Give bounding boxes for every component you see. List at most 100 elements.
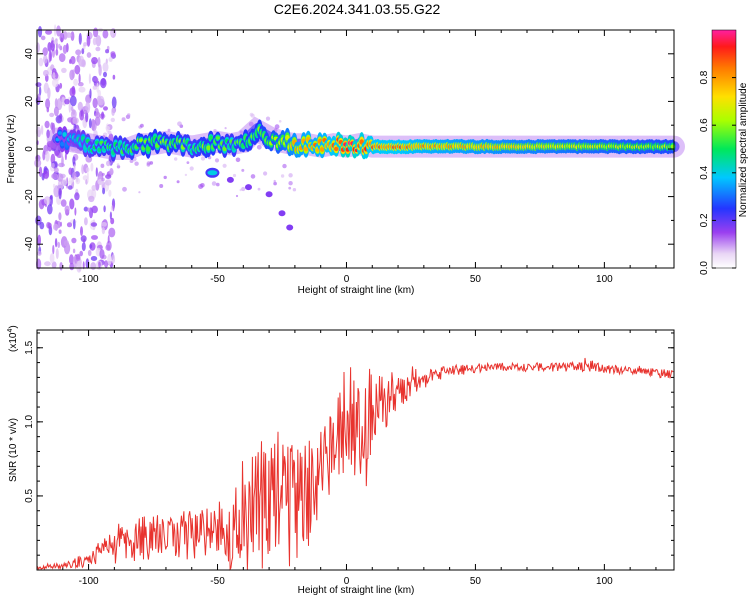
snr-y-tick-label: 1.0 xyxy=(24,414,35,428)
snr-frame xyxy=(36,329,675,571)
spectrogram-noise-cell xyxy=(51,78,59,88)
spectrogram-band-cell xyxy=(57,131,63,135)
snr-x-tick-label: 100 xyxy=(596,576,613,587)
spectrogram-noise-cell xyxy=(58,187,62,200)
spectrogram-noise-cell xyxy=(51,261,57,269)
spectrogram-noise-cell xyxy=(69,95,77,107)
spectrogram-noise-cell xyxy=(85,167,90,173)
spectrogram-noise-cell xyxy=(280,174,285,178)
spectrogram-noise-cell xyxy=(163,175,167,180)
spectrogram-noise-cell xyxy=(72,248,76,254)
spectrogram-noise-cell xyxy=(87,207,91,213)
spectrogram-noise-cell xyxy=(68,101,72,113)
snr-series-line xyxy=(36,357,674,571)
spectrogram-noise-cell xyxy=(73,123,77,131)
spectrogram-noise-cell xyxy=(248,121,254,127)
spectrogram-noise-cell xyxy=(52,244,55,255)
spectrogram-frame xyxy=(36,29,675,269)
spectrogram-noise-cell xyxy=(48,51,51,63)
spectrogram-noise-cell xyxy=(81,59,86,68)
spectrogram-noise-cell xyxy=(86,52,92,58)
spectrogram-noise-cell xyxy=(38,57,44,67)
spectrogram-noise-cell xyxy=(78,73,81,84)
spectrogram-noise-cell xyxy=(89,88,92,99)
spectrogram-noise-cell xyxy=(74,192,80,201)
spectrogram-noise-cell xyxy=(42,170,50,179)
spectrogram-noise-cell xyxy=(56,25,61,37)
spectrogram-band-cell xyxy=(285,134,290,141)
spectrogram-noise-cell xyxy=(34,158,42,168)
spectrogram-noise-cell xyxy=(235,157,241,163)
spectrogram-noise-cell xyxy=(96,82,99,93)
spectrogram-noise-cell xyxy=(87,249,92,257)
spectrogram-noise-cell xyxy=(200,156,206,161)
spectrogram-noise-cell xyxy=(122,186,127,192)
spectrogram-noise-cell xyxy=(58,212,62,221)
spectrogram-noise-cell xyxy=(47,142,53,152)
spectrogram-noise-cell xyxy=(127,113,131,117)
spectrogram-secondary-track xyxy=(245,184,252,191)
spectrogram-x-tick-label: 50 xyxy=(470,274,482,285)
spectrogram-noise-cell xyxy=(94,116,101,126)
spectrogram-noise-cell xyxy=(107,235,110,244)
spectrogram-noise-cell xyxy=(69,198,75,210)
spectrogram-noise-cell xyxy=(101,177,105,182)
spectrogram-noise-cell xyxy=(177,121,182,127)
spectrogram-noise-cell xyxy=(86,34,91,47)
spectrogram-noise-cell xyxy=(47,222,52,229)
spectrogram-noise-cell xyxy=(81,164,85,175)
spectrogram-noise-cell xyxy=(37,93,41,103)
spectrogram-x-tick-label: 100 xyxy=(596,274,613,285)
snr-y-tick-label: 1.5 xyxy=(24,340,35,354)
spectrogram-noise-cell xyxy=(72,117,79,125)
spectrogram-noise-cell xyxy=(103,71,107,78)
spectrogram-noise-cell xyxy=(222,163,227,168)
spectrogram-noise-cell xyxy=(186,161,190,165)
spectrogram-noise-cell xyxy=(159,184,164,188)
spectrogram-y-tick-label: 40 xyxy=(24,48,35,60)
spectrogram-noise-cell xyxy=(107,253,112,266)
spectrogram-noise-cell xyxy=(111,254,116,264)
colorbar-tick-label: 0.2 xyxy=(699,213,710,227)
chart-title: C2E6.2024.341.03.55.G22 xyxy=(274,1,441,17)
spectrogram-noise-cell xyxy=(198,184,204,189)
spectrogram-noise-cell xyxy=(51,122,56,135)
spectrogram-noise-cell xyxy=(216,182,220,187)
spectrogram-noise-cell xyxy=(70,56,76,65)
spectrogram-noise-cell xyxy=(64,153,67,161)
snr-x-tick-label: 0 xyxy=(344,576,350,587)
spectrogram-noise-cell xyxy=(53,40,58,45)
spectrogram-noise-cell xyxy=(43,69,49,77)
spectrogram-noise-cell xyxy=(292,188,297,192)
spectrogram-noise-cell xyxy=(40,35,46,41)
spectrogram-noise-cell xyxy=(44,261,51,267)
spectrogram-noise-cell xyxy=(57,241,61,248)
spectrogram-noise-cell xyxy=(79,250,83,257)
spectrogram-band-cell xyxy=(146,146,151,152)
spectrogram-noise-cell xyxy=(92,97,98,109)
spectrogram-noise-cell xyxy=(40,125,44,135)
spectrogram-band-cell xyxy=(334,146,339,152)
spectrogram-noise-cell xyxy=(256,144,262,150)
spectrogram-noise-cell xyxy=(176,180,180,184)
spectrogram-noise-cell xyxy=(85,101,91,114)
spectrogram-noise-cell xyxy=(263,171,268,176)
snr-y-tick-label: 0.5 xyxy=(24,489,35,503)
spectrogram-noise-cell xyxy=(112,74,116,80)
spectrogram-noise-cell xyxy=(51,162,55,169)
spectrogram-noise-cell xyxy=(103,106,108,111)
spectrogram-noise-cell xyxy=(74,207,77,216)
snr-panel: -100 -50 0 50 100 0.5 1.0 1.5 Height of straigh… xyxy=(7,325,675,596)
spectrogram-noise-cell xyxy=(111,29,114,38)
spectrogram-noise-cell xyxy=(62,178,67,187)
spectrogram-band-cell xyxy=(97,147,102,152)
spectrogram-noise-cell xyxy=(69,59,72,64)
spectrogram-band-cell xyxy=(215,136,220,140)
spectrogram-noise-cell xyxy=(73,78,78,86)
spectrogram-noise-cell xyxy=(78,32,82,45)
spectrogram-noise-cell xyxy=(104,179,112,186)
spectrogram-noise-cell xyxy=(273,179,276,183)
spectrogram-noise-cell xyxy=(39,221,45,230)
spectrogram-noise-cell xyxy=(89,244,93,249)
spectrogram-noise-cell xyxy=(90,262,97,271)
